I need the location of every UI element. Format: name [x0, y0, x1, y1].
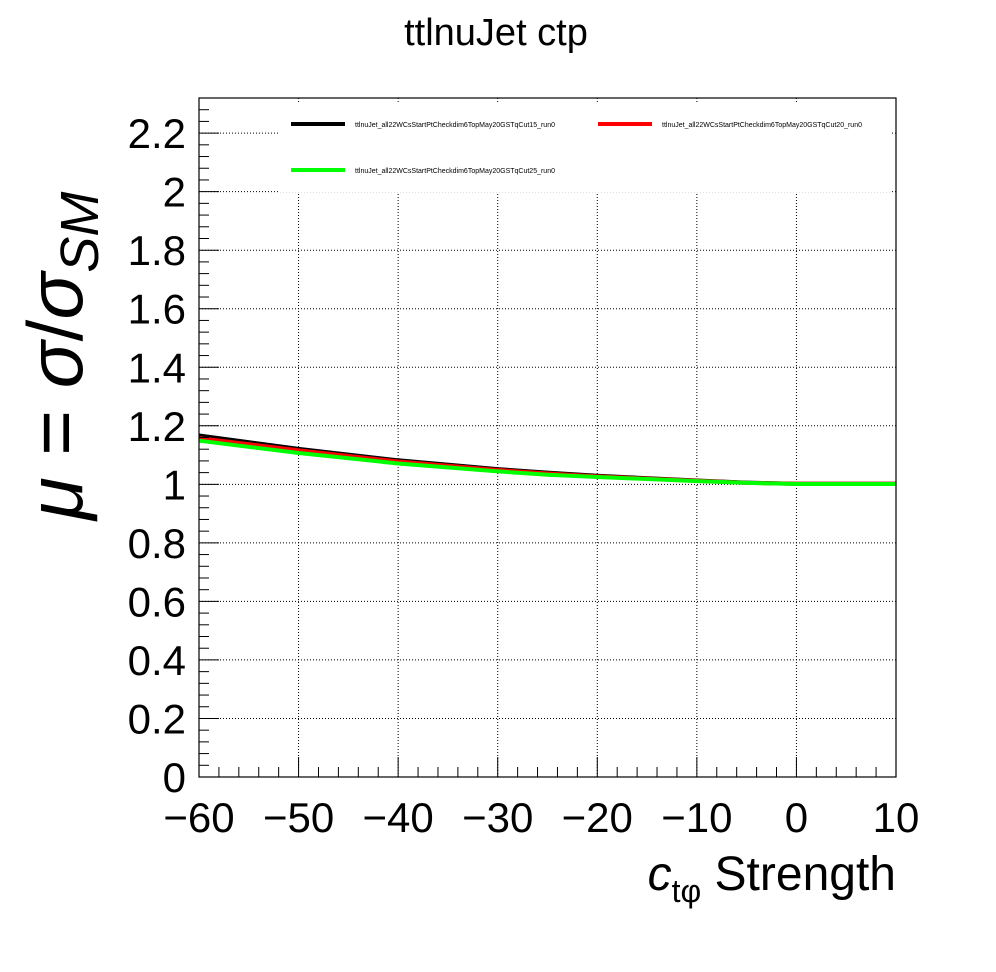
y-tick-label: 1.2: [128, 403, 186, 450]
y-tick-label: 0.2: [128, 695, 186, 742]
x-tick-labels: −60 −50 −40 −30 −20 −10 0 10: [163, 794, 919, 841]
series-line-3: [198, 438, 896, 486]
y-tick-label: 1.6: [128, 286, 186, 333]
plot-frame: [198, 97, 897, 778]
y-axis-label-sigma1: σ: [11, 338, 99, 388]
y-tick-label: 2: [163, 169, 186, 216]
legend-box: [278, 104, 890, 192]
y-axis-label-sigma2: σ: [11, 270, 99, 320]
y-axis-label: μ = σ/σSM: [11, 192, 110, 522]
y-tick-label: 0.4: [128, 637, 186, 684]
x-axis-label-sub: tφ: [672, 873, 702, 909]
x-tick-label: 0: [785, 794, 808, 841]
legend-label-2: ttlnuJet_all22WCsStartPtCheckdim6TopMay2…: [662, 122, 862, 129]
y-axis-label-mu: μ: [11, 477, 99, 522]
legend-label-3: ttlnuJet_all22WCsStartPtCheckdim6TopMay2…: [355, 168, 555, 175]
legend-label-1: ttlnuJet_all22WCsStartPtCheckdim6TopMay2…: [355, 122, 555, 129]
x-tick-label: −30: [462, 794, 533, 841]
x-tick-label: 10: [873, 794, 920, 841]
series-layer: [198, 433, 896, 486]
y-axis-label-slash: /: [11, 319, 99, 341]
y-tick-label: 1.8: [128, 227, 186, 274]
y-tick-label: 1: [163, 461, 186, 508]
y-axis-label-eq: =: [11, 388, 99, 477]
y-axis-label-sub: SM: [50, 192, 110, 273]
x-axis-label-rest: Strength: [701, 848, 896, 901]
x-axis-label-var: c: [648, 848, 672, 901]
x-tick-label: −20: [562, 794, 633, 841]
legend: ttlnuJet_all22WCsStartPtCheckdim6TopMay2…: [291, 122, 862, 175]
y-tick-label: 0: [163, 754, 186, 801]
chart-title: ttlnuJet ctp: [404, 12, 588, 54]
series-line-2: [198, 436, 896, 486]
grid: [199, 98, 896, 777]
y-tick-labels: 0 0.2 0.4 0.6 0.8 1 1.2 1.4 1.6 1.8 2 2.2: [128, 110, 186, 801]
x-tick-label: −40: [363, 794, 434, 841]
x-tick-label: −50: [263, 794, 334, 841]
x-tick-label: −60: [163, 794, 234, 841]
x-axis-label: ctφ Strength: [648, 848, 896, 909]
x-tick-label: −10: [661, 794, 732, 841]
axis-ticks: [198, 97, 897, 778]
y-tick-label: 2.2: [128, 110, 186, 157]
y-tick-label: 1.4: [128, 344, 186, 391]
y-tick-label: 0.8: [128, 520, 186, 567]
y-tick-label: 0.6: [128, 578, 186, 625]
